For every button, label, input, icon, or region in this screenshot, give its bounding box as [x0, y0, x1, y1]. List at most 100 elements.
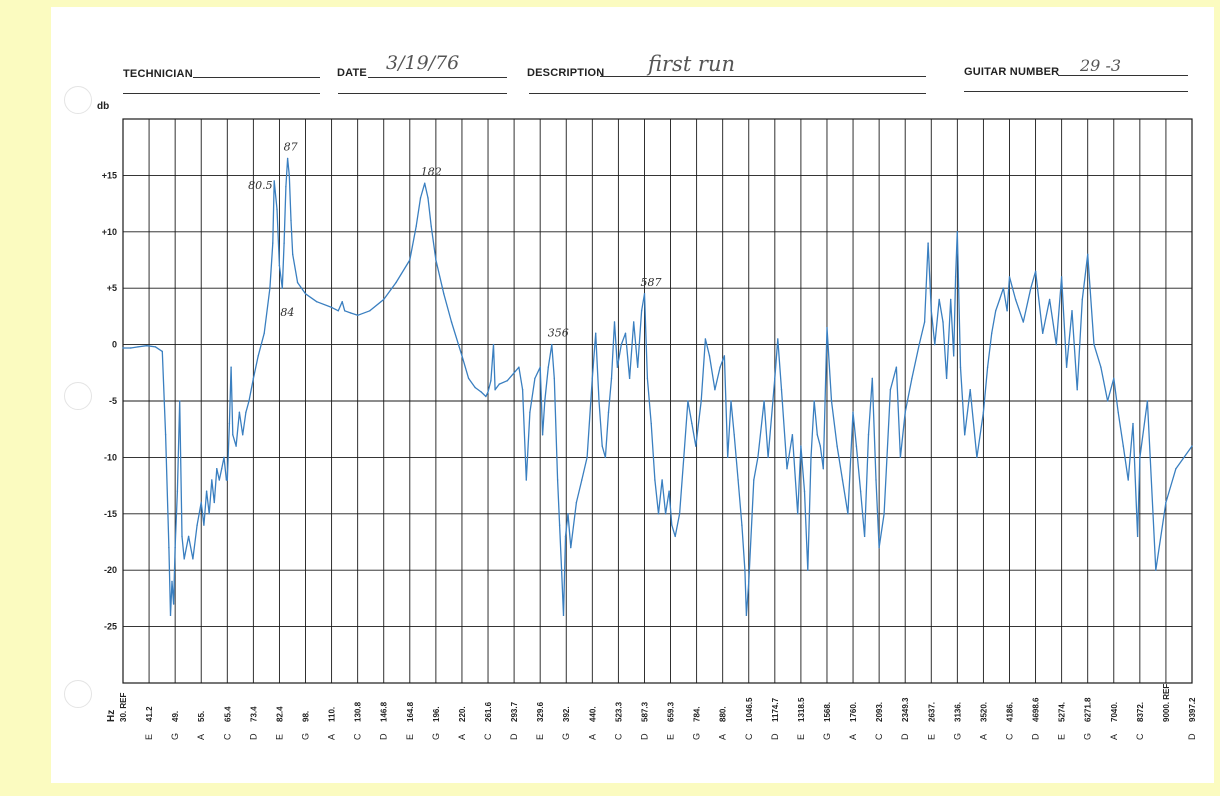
data-point — [871, 377, 873, 380]
x-tick-label: 65.4 — [223, 706, 232, 722]
data-point — [171, 580, 173, 583]
x-tick-label: 7040. — [1110, 702, 1119, 722]
data-point — [1076, 389, 1078, 391]
data-point — [683, 456, 685, 459]
data-point — [263, 332, 265, 334]
x-tick-note: E — [405, 734, 415, 740]
data-point — [1106, 400, 1109, 402]
x-tick-label: 146.8 — [380, 701, 389, 722]
guitar-number-value: 29 -3 — [1080, 56, 1122, 75]
data-point — [995, 310, 997, 312]
technician-line-2 — [123, 93, 320, 94]
data-point — [485, 395, 487, 398]
data-point — [816, 434, 818, 436]
data-point — [959, 366, 962, 368]
x-tick-label: 392. — [562, 706, 571, 722]
data-point — [1132, 422, 1134, 425]
y-tick-label: -15 — [104, 509, 117, 519]
data-point — [154, 346, 157, 348]
x-tick-label: 4698.6 — [1032, 697, 1041, 722]
data-point — [242, 434, 244, 436]
data-point — [529, 411, 531, 413]
x-tick-note: D — [509, 733, 519, 740]
x-tick-note: G — [952, 733, 962, 740]
technician-line — [193, 77, 320, 78]
data-point — [230, 366, 232, 368]
peak-annotation: 80.5 — [248, 179, 273, 192]
data-point — [733, 434, 735, 436]
peak-annotations: 80.5 87 84 182 356 587 — [248, 140, 661, 339]
x-tick-note: E — [1057, 734, 1067, 740]
x-tick-label: 6271.8 — [1084, 697, 1093, 722]
x-tick-label: 1046.5 — [745, 697, 754, 722]
data-point — [637, 366, 639, 368]
x-tick-note: A — [978, 734, 988, 740]
data-point — [337, 310, 339, 312]
date-line — [368, 77, 507, 78]
data-point — [273, 180, 275, 182]
data-point — [226, 479, 228, 481]
punch-hole — [64, 86, 92, 114]
data-point — [518, 366, 520, 368]
data-point — [744, 569, 746, 571]
x-tick-label: 110. — [328, 707, 337, 722]
data-point — [613, 321, 616, 323]
technician-label: TECHNICIAN — [123, 68, 193, 80]
data-point — [492, 343, 495, 346]
data-point — [221, 468, 223, 470]
y-tick-label: +15 — [102, 170, 117, 180]
data-point — [419, 197, 422, 199]
x-tick-note: C — [1004, 733, 1014, 740]
x-tick-note: D — [1187, 733, 1197, 740]
x-tick-label: 1760. — [849, 702, 858, 722]
description-label: DESCRIPTION — [527, 67, 605, 79]
data-point — [586, 456, 588, 459]
data-point — [640, 310, 643, 312]
x-tick-label: 1174.7 — [771, 697, 780, 722]
data-point — [800, 445, 802, 447]
data-point — [172, 603, 175, 605]
data-point — [836, 445, 838, 447]
data-point — [867, 434, 870, 436]
data-point — [450, 321, 453, 323]
date-value: 3/19/76 — [386, 52, 460, 74]
data-point — [137, 346, 139, 348]
x-tick-note: E — [666, 734, 676, 740]
data-point — [601, 445, 603, 447]
data-point — [290, 219, 292, 222]
x-tick-label: 55. — [197, 711, 206, 722]
x-tick-note: D — [248, 733, 258, 740]
peak-annotation: 356 — [548, 327, 569, 340]
data-point — [927, 242, 929, 244]
data-point — [525, 479, 527, 481]
data-point — [964, 434, 966, 436]
data-point — [179, 400, 181, 402]
data-point — [719, 366, 721, 368]
x-tick-note: D — [770, 733, 780, 740]
x-tick-note: A — [457, 734, 467, 740]
data-point — [654, 479, 656, 481]
data-point — [539, 366, 541, 368]
data-point — [196, 524, 198, 526]
data-point — [741, 524, 743, 526]
data-point — [628, 377, 631, 380]
x-tick-labels: 30. REF 41.2 E 49. G 55. A 65.4 C 73.4 D 82.4 E 98. G 1… — [119, 684, 1197, 740]
data-point — [1042, 332, 1044, 334]
data-point — [822, 468, 824, 470]
data-point — [269, 287, 271, 289]
data-point — [1155, 569, 1157, 571]
data-point — [480, 391, 482, 393]
x-tick-note: A — [848, 734, 858, 740]
data-point — [192, 558, 194, 560]
data-point — [813, 400, 815, 402]
data-point — [723, 355, 726, 357]
data-point — [304, 293, 307, 295]
data-point — [624, 332, 627, 334]
data-point — [650, 422, 652, 425]
x-tick-note: C — [353, 733, 363, 740]
y-tick-label: 0 — [112, 340, 117, 350]
x-tick-note: E — [535, 734, 545, 740]
data-point — [218, 479, 220, 481]
data-point — [687, 400, 689, 402]
data-point — [819, 445, 821, 447]
